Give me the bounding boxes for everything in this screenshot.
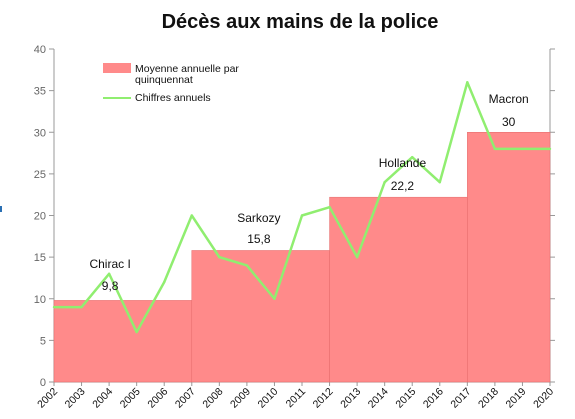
y-tick-label: 25 [34,169,46,181]
x-tick-label: 2009 [228,386,253,411]
annotation-value: 15,8 [247,232,271,246]
bar [329,196,468,383]
line-point [411,156,414,159]
x-tick-label: 2014 [366,386,391,411]
line-point [190,214,193,217]
x-tick-label: 2013 [338,386,363,411]
x-tick-label: 2019 [504,386,529,411]
line-point [328,205,331,209]
annotation-label: Sarkozy [237,211,280,225]
legend-label-bars: Moyenne annuelle par quinquennat [135,63,242,86]
line-layer [52,81,552,334]
x-tick-label: 2003 [63,386,88,411]
x-tick-label: 2004 [90,386,115,411]
line-point [438,181,441,184]
annotation-label: Hollande [379,156,427,170]
line-point [383,181,386,184]
x-tick-label: 2011 [284,386,309,411]
x-tick-label: 2008 [200,386,225,411]
bar [467,132,551,383]
x-tick-label: 2018 [476,386,501,411]
annotation-value: 30 [502,115,516,129]
bars-layer [53,132,551,383]
line-point [52,305,56,309]
y-tick-label: 35 [34,86,46,98]
y-tick-label: 20 [34,211,46,223]
x-tick-label: 2010 [256,386,281,411]
line-point [355,255,359,259]
line-point [245,264,249,267]
x-tick-label: 2016 [421,386,446,411]
x-tick-label: 2006 [145,386,170,411]
edge-mark [0,206,2,212]
annotations-layer: Chirac I 9,8 Sarkozy 15,8 Hollande 22,2 Macron… [89,92,528,293]
y-tick-label: 15 [34,252,46,264]
y-tick-label: 40 [34,44,46,56]
line-point [548,147,552,151]
legend-label-line: Chiffres annuels [135,92,211,104]
x-tick-label: 2002 [35,386,60,411]
chart-title: Décès aux mains de la police [162,11,439,33]
line-point [163,280,166,284]
legend: Moyenne annuelle par quinquennat Chiffre… [103,63,242,104]
x-tick-label: 2005 [118,386,143,411]
x-tick-label: 2017 [448,386,473,411]
line-point [273,297,276,300]
line-point [466,81,469,84]
line-point [521,147,524,151]
y-tick-label: 0 [40,377,46,389]
line-point [493,147,497,151]
bar [53,300,193,383]
line-point [80,305,83,309]
y-tick-label: 10 [34,294,46,306]
x-tick-label: 2007 [173,386,198,411]
annotation-label: Chirac I [89,257,130,271]
x-tick-label: 2020 [531,386,556,411]
y-tick-label: 5 [40,335,46,347]
annotation-value: 22,2 [391,179,415,193]
line-point [218,255,221,259]
line-point [300,214,304,217]
x-tick-label: 2012 [311,386,336,411]
x-tick-label: 2015 [393,386,418,411]
line-point [107,272,111,275]
annotation-value: 9,8 [102,279,119,293]
annotation-label: Macron [489,92,529,106]
bar [191,250,330,383]
legend-swatch-bars [103,63,131,73]
line-point [135,330,138,334]
y-tick-label: 30 [34,127,46,139]
